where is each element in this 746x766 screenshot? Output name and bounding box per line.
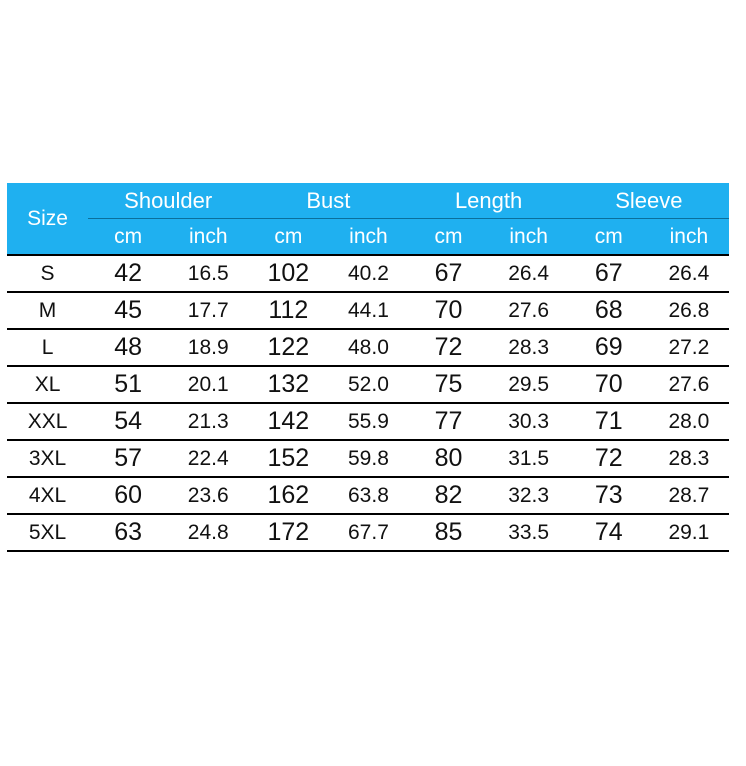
inch-cell: 21.3 (168, 402, 249, 440)
size-header: Size (7, 183, 89, 255)
header-unit-row: cm inch cm inch cm inch cm inch (7, 218, 729, 255)
size-cell: M (7, 291, 89, 329)
cm-cell: 72 (408, 328, 489, 366)
unit-header-cm: cm (408, 218, 489, 255)
inch-cell: 27.6 (488, 291, 569, 329)
cm-cell: 68 (568, 291, 649, 329)
unit-header-cm: cm (88, 218, 169, 255)
inch-cell: 27.6 (648, 365, 729, 403)
table-row: L 48 18.9 122 48.0 72 28.3 69 27.2 (7, 328, 729, 366)
unit-header-inch: inch (168, 218, 249, 255)
inch-cell: 44.1 (328, 291, 409, 329)
inch-cell: 30.3 (488, 402, 569, 440)
inch-cell: 40.2 (328, 254, 409, 292)
cm-cell: 51 (88, 365, 169, 403)
header-group-row: Size Shoulder Bust Length Sleeve (7, 183, 729, 255)
cm-cell: 54 (88, 402, 169, 440)
inch-cell: 59.8 (328, 439, 409, 477)
cm-cell: 82 (408, 476, 489, 514)
cm-cell: 152 (248, 439, 329, 477)
cm-cell: 73 (568, 476, 649, 514)
inch-cell: 48.0 (328, 328, 409, 366)
inch-cell: 28.3 (648, 439, 729, 477)
size-cell: 4XL (7, 476, 89, 514)
inch-cell: 29.1 (648, 513, 729, 552)
inch-cell: 27.2 (648, 328, 729, 366)
inch-cell: 24.8 (168, 513, 249, 552)
cm-cell: 45 (88, 291, 169, 329)
unit-header-inch: inch (648, 218, 729, 255)
cm-cell: 102 (248, 254, 329, 292)
cm-cell: 74 (568, 513, 649, 552)
size-cell: 5XL (7, 513, 89, 552)
cm-cell: 80 (408, 439, 489, 477)
size-cell: 3XL (7, 439, 89, 477)
inch-cell: 63.8 (328, 476, 409, 514)
inch-cell: 28.3 (488, 328, 569, 366)
header-bust: Bust (248, 183, 409, 219)
cm-cell: 42 (88, 254, 169, 292)
table-row: 5XL 63 24.8 172 67.7 85 33.5 74 29.1 (7, 513, 729, 552)
table-body: S 42 16.5 102 40.2 67 26.4 67 26.4 M 45 17.7 112 44.1… (7, 254, 729, 552)
cm-cell: 63 (88, 513, 169, 552)
cm-cell: 57 (88, 439, 169, 477)
size-cell: L (7, 328, 89, 366)
inch-cell: 28.0 (648, 402, 729, 440)
cm-cell: 72 (568, 439, 649, 477)
cm-cell: 48 (88, 328, 169, 366)
cm-cell: 85 (408, 513, 489, 552)
table-row: S 42 16.5 102 40.2 67 26.4 67 26.4 (7, 254, 729, 292)
table-row: XL 51 20.1 132 52.0 75 29.5 70 27.6 (7, 365, 729, 403)
cm-cell: 162 (248, 476, 329, 514)
cm-cell: 71 (568, 402, 649, 440)
cm-cell: 142 (248, 402, 329, 440)
table-row: 3XL 57 22.4 152 59.8 80 31.5 72 28.3 (7, 439, 729, 477)
cm-cell: 70 (568, 365, 649, 403)
header-sleeve: Sleeve (568, 183, 729, 219)
unit-header-cm: cm (568, 218, 649, 255)
inch-cell: 26.8 (648, 291, 729, 329)
cm-cell: 75 (408, 365, 489, 403)
inch-cell: 18.9 (168, 328, 249, 366)
inch-cell: 16.5 (168, 254, 249, 292)
inch-cell: 31.5 (488, 439, 569, 477)
unit-header-inch: inch (488, 218, 569, 255)
cm-cell: 69 (568, 328, 649, 366)
inch-cell: 22.4 (168, 439, 249, 477)
size-cell: XXL (7, 402, 89, 440)
cm-cell: 112 (248, 291, 329, 329)
cm-cell: 70 (408, 291, 489, 329)
inch-cell: 26.4 (648, 254, 729, 292)
size-cell: S (7, 254, 89, 292)
inch-cell: 23.6 (168, 476, 249, 514)
unit-header-cm: cm (248, 218, 329, 255)
cm-cell: 67 (568, 254, 649, 292)
header-length: Length (408, 183, 569, 219)
inch-cell: 52.0 (328, 365, 409, 403)
cm-cell: 132 (248, 365, 329, 403)
inch-cell: 17.7 (168, 291, 249, 329)
cm-cell: 67 (408, 254, 489, 292)
inch-cell: 20.1 (168, 365, 249, 403)
table-row: XXL 54 21.3 142 55.9 77 30.3 71 28.0 (7, 402, 729, 440)
cm-cell: 172 (248, 513, 329, 552)
table-row: M 45 17.7 112 44.1 70 27.6 68 26.8 (7, 291, 729, 329)
header-shoulder: Shoulder (88, 183, 249, 219)
inch-cell: 33.5 (488, 513, 569, 552)
inch-cell: 55.9 (328, 402, 409, 440)
cm-cell: 122 (248, 328, 329, 366)
inch-cell: 26.4 (488, 254, 569, 292)
inch-cell: 67.7 (328, 513, 409, 552)
cm-cell: 77 (408, 402, 489, 440)
inch-cell: 32.3 (488, 476, 569, 514)
unit-header-inch: inch (328, 218, 409, 255)
table-row: 4XL 60 23.6 162 63.8 82 32.3 73 28.7 (7, 476, 729, 514)
size-cell: XL (7, 365, 89, 403)
cm-cell: 60 (88, 476, 169, 514)
inch-cell: 28.7 (648, 476, 729, 514)
size-chart-table: Size Shoulder Bust Length Sleeve cm inch cm in… (7, 183, 729, 552)
inch-cell: 29.5 (488, 365, 569, 403)
